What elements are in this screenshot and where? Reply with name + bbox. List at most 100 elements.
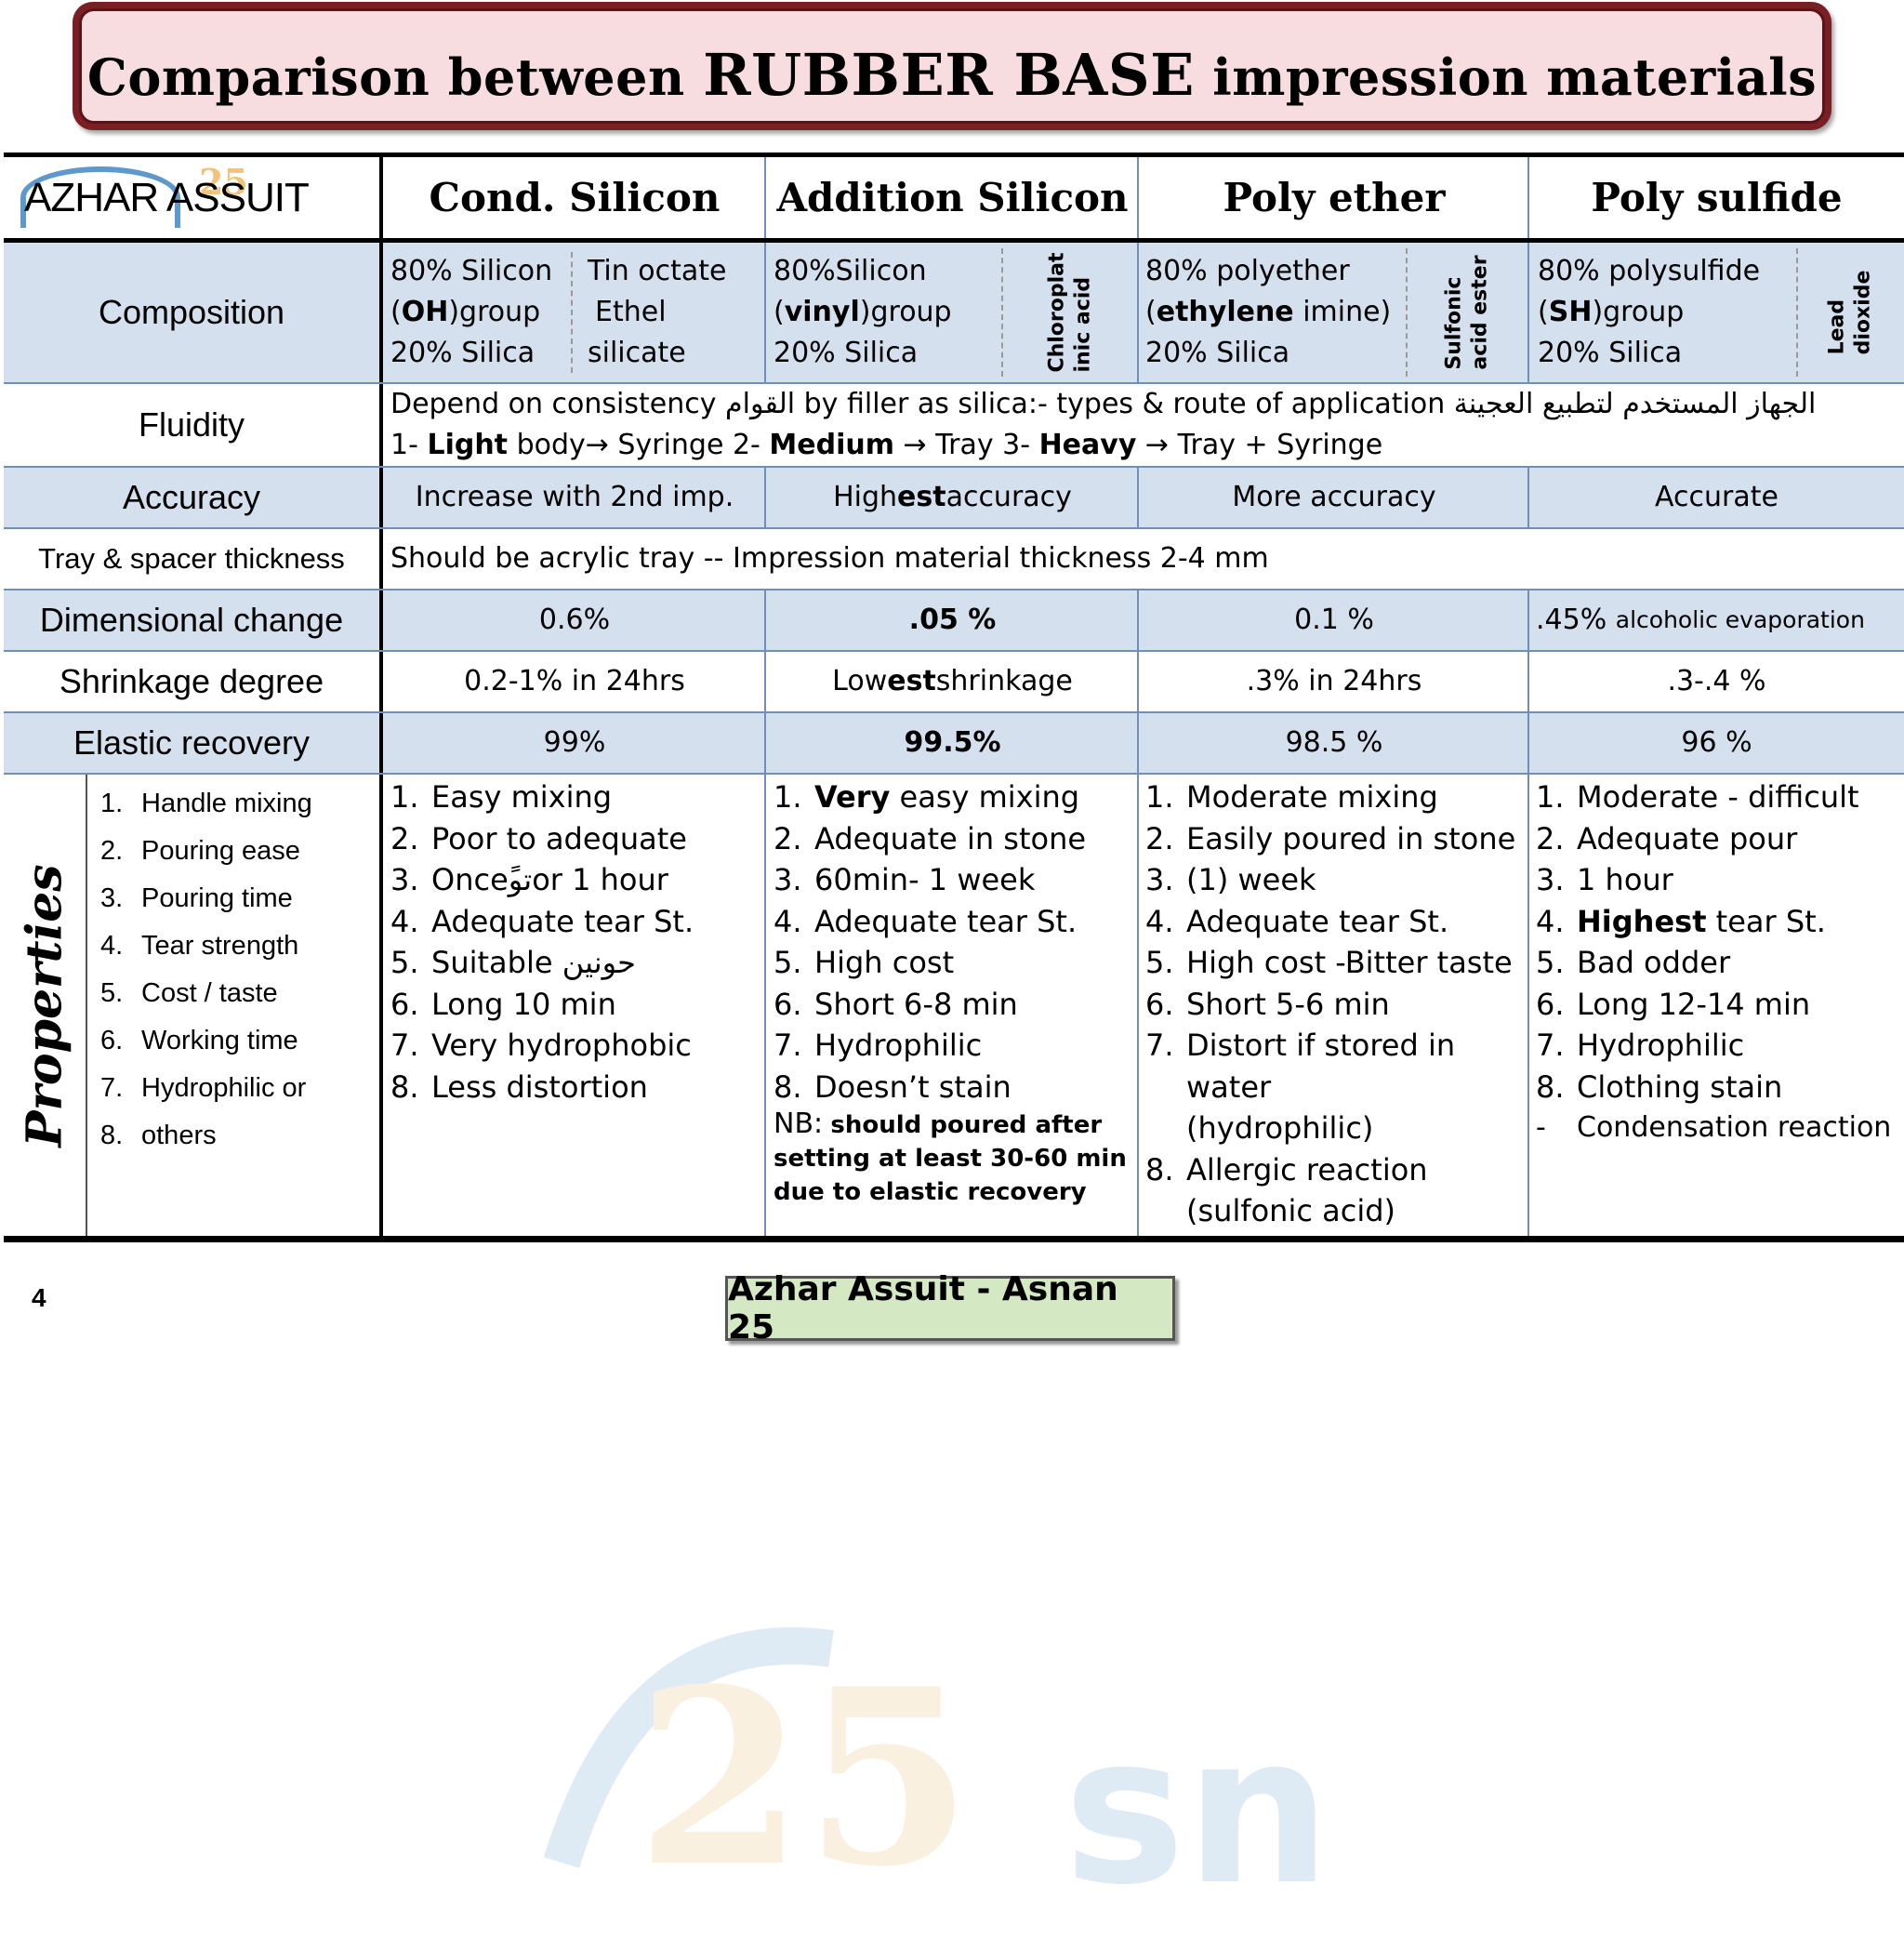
page-number: 4 bbox=[32, 1283, 46, 1312]
table-header-row: 25 AZHAR ASSUIT Cond. Silicon Addition S… bbox=[4, 157, 1904, 243]
list-item: 3. 60min- 1 week bbox=[774, 862, 1036, 897]
property-item: 3. Pouring time bbox=[100, 883, 293, 913]
logo-text: AZHAR ASSUIT bbox=[24, 175, 310, 220]
accuracy-poly: More accuracy bbox=[1232, 481, 1436, 513]
list-item: 1. Moderate mixing bbox=[1145, 779, 1438, 815]
shrinkage-poly: .3% in 24hrs bbox=[1246, 665, 1422, 697]
list-item: 6. Long 12-14 min bbox=[1536, 986, 1811, 1022]
dimensional-add: .05 % bbox=[908, 604, 997, 636]
list-item: 8. Less distortion bbox=[390, 1068, 648, 1105]
composition-cond-catalyst: Tin octate Ethel silicate bbox=[588, 255, 727, 369]
shrinkage-cond: 0.2-1% in 24hrs bbox=[464, 665, 685, 697]
addition-note: NB: should poured after setting at least… bbox=[774, 1108, 1127, 1206]
fluidity-value: Depend on consistency القوام by filler a… bbox=[390, 384, 1902, 466]
list-item: 6. Short 6-8 min bbox=[774, 986, 1018, 1022]
list-item: 3. Onceًتوor 1 hour bbox=[390, 862, 668, 897]
property-item: 1. Handle mixing bbox=[100, 789, 312, 818]
logo-25-icon: 25 bbox=[199, 161, 248, 203]
row-properties: 25 sn Properties 1. Handle mixing 2. Pouri… bbox=[4, 775, 1904, 1930]
list-item: 7. Hydrophilic bbox=[774, 1028, 983, 1063]
list-item: 5. Bad odder bbox=[1536, 945, 1731, 980]
dimensional-poly: 0.1 % bbox=[1294, 604, 1374, 636]
property-item: 5. Cost / taste bbox=[100, 978, 278, 1008]
composition-poly-base: 80% polyether (ethylene imine) 20% Silica bbox=[1145, 255, 1392, 369]
list-item: 5. High cost -Bitter taste bbox=[1145, 945, 1513, 980]
svg-text:25: 25 bbox=[636, 1637, 972, 1920]
composition-add-base: 80%Silicon (vinyl)group 20% Silica bbox=[774, 255, 952, 369]
page-title: Comparison between RUBBER BASE impressio… bbox=[87, 24, 1817, 109]
column-header-cond-silicon: Cond. Silicon bbox=[429, 175, 721, 220]
composition-add-catalyst: Chloroplat inic acid bbox=[1045, 252, 1095, 373]
list-item: 5. Suitable حونين bbox=[390, 945, 636, 980]
fluidity-line-1: Depend on consistency القوام by filler a… bbox=[390, 388, 1817, 420]
list-item: 6. Long 10 min bbox=[390, 986, 616, 1022]
title-banner: Comparison between RUBBER BASE impressio… bbox=[73, 2, 1831, 130]
list-item: 2. Poor to adequate bbox=[390, 820, 687, 856]
elastic-sulf: 96 % bbox=[1681, 726, 1752, 759]
title-highlight: RUBBER BASE bbox=[703, 40, 1195, 109]
properties-cond: 1. Easy mixing 2. Poor to adequate 3. Onceً… bbox=[390, 776, 762, 1108]
row-dimensional-change: Dimensional change 0.6% .05 % 0.1 % .45%… bbox=[4, 590, 1904, 652]
property-item: 7. Hydrophilic or bbox=[100, 1073, 307, 1103]
row-shrinkage: Shrinkage degree 0.2-1% in 24hrs Low est … bbox=[4, 652, 1904, 713]
properties-label: Properties bbox=[16, 863, 73, 1148]
properties-add: 1. Very easy mixing 2. Adequate in stone … bbox=[774, 776, 1136, 1209]
row-label-dimensional-change: Dimensional change bbox=[39, 601, 344, 639]
list-item: 8. Clothing stain bbox=[1536, 1068, 1783, 1105]
row-accuracy: Accuracy Increase with 2nd imp. High est … bbox=[4, 468, 1904, 529]
list-item: - Condensation reaction bbox=[1536, 1111, 1892, 1144]
row-fluidity: Fluidity Depend on consistency القوام by… bbox=[4, 384, 1904, 468]
composition-sulf-catalyst: Lead dioxide bbox=[1825, 270, 1874, 355]
list-item: 4. Adequate tear St. bbox=[774, 903, 1078, 939]
accuracy-sulf: Accurate bbox=[1655, 481, 1778, 513]
composition-cond-base: 80% Silicon (OH)group 20% Silica bbox=[390, 255, 553, 369]
column-header-poly-sulfide: Poly sulfide bbox=[1591, 175, 1843, 220]
title-prefix: Comparison between bbox=[86, 46, 685, 107]
list-item: 4. Adequate tear St. bbox=[390, 903, 694, 939]
fluidity-line-2: 1- Light body→ Syringe 2- Medium → Tray … bbox=[390, 429, 1383, 461]
list-item: 1. Very easy mixing bbox=[774, 779, 1080, 815]
dimensional-sulf: .45% alcoholic evaporation bbox=[1536, 604, 1865, 636]
tray-value: Should be acrylic tray -- Impression mat… bbox=[390, 542, 1269, 575]
row-elastic-recovery: Elastic recovery 99% 99.5% 98.5 % 96 % bbox=[4, 713, 1904, 775]
row-label-tray: Tray & spacer thickness bbox=[38, 542, 345, 575]
list-item: 2. Adequate in stone bbox=[774, 820, 1087, 856]
logo-arc-icon bbox=[20, 166, 180, 228]
list-item: 4. Highest tear St. bbox=[1536, 903, 1826, 939]
property-item: 4. Tear strength bbox=[100, 931, 299, 961]
dimensional-cond: 0.6% bbox=[538, 604, 611, 636]
row-label-accuracy: Accuracy bbox=[122, 478, 261, 516]
list-item: 4. Adequate tear St. bbox=[1145, 903, 1449, 939]
composition-poly-catalyst: Sulfonic acid ester bbox=[1442, 255, 1492, 370]
list-item: 2. Easily poured in stone bbox=[1145, 820, 1516, 856]
row-label-elastic-recovery: Elastic recovery bbox=[73, 723, 311, 762]
accuracy-add: High est accuracy bbox=[833, 481, 1072, 513]
list-item: 8. Allergic reaction (sulfonic acid) bbox=[1145, 1151, 1428, 1229]
list-item: 8. Doesn’t stain bbox=[774, 1068, 1012, 1105]
composition-sulf-base: 80% polysulfide (SH)group 20% Silica bbox=[1538, 255, 1761, 369]
property-item: 6. Working time bbox=[100, 1026, 298, 1055]
list-item: 7. Distort if stored in water (hydrophili… bbox=[1145, 1028, 1456, 1146]
watermark-icon: 25 sn bbox=[543, 1626, 1331, 1930]
list-item: 6. Short 5-6 min bbox=[1145, 986, 1390, 1022]
row-composition: Composition 80% Silicon (OH)group 20% Sili… bbox=[4, 243, 1904, 384]
shrinkage-sulf: .3-.4 % bbox=[1667, 665, 1766, 697]
list-item: 1. Easy mixing bbox=[390, 779, 613, 815]
row-tray: Tray & spacer thickness Should be acryli… bbox=[4, 529, 1904, 590]
list-item: 2. Adequate pour bbox=[1536, 820, 1798, 856]
row-label-shrinkage: Shrinkage degree bbox=[59, 662, 324, 700]
elastic-cond: 99% bbox=[543, 726, 606, 759]
list-item: 1. Moderate - difficult bbox=[1536, 779, 1859, 815]
list-item: 7. Very hydrophobic bbox=[390, 1028, 692, 1063]
logo: 25 AZHAR ASSUIT bbox=[4, 157, 383, 239]
column-header-addition-silicon: Addition Silicon bbox=[776, 175, 1129, 220]
properties-items: 1. Handle mixing 2. Pouring ease 3. Pouring… bbox=[100, 780, 379, 1160]
properties-poly: 1. Moderate mixing 2. Easily poured in sto… bbox=[1145, 776, 1527, 1232]
elastic-add: 99.5% bbox=[904, 726, 1001, 759]
footer-label: Azhar Assuit - Asnan 25 bbox=[725, 1270, 1175, 1347]
row-label-fluidity: Fluidity bbox=[138, 405, 245, 444]
accuracy-cond: Increase with 2nd imp. bbox=[415, 481, 734, 513]
svg-text:sn: sn bbox=[1064, 1692, 1331, 1930]
comparison-table: 25 AZHAR ASSUIT Cond. Silicon Addition S… bbox=[4, 153, 1904, 1930]
column-header-poly-ether: Poly ether bbox=[1223, 175, 1446, 220]
